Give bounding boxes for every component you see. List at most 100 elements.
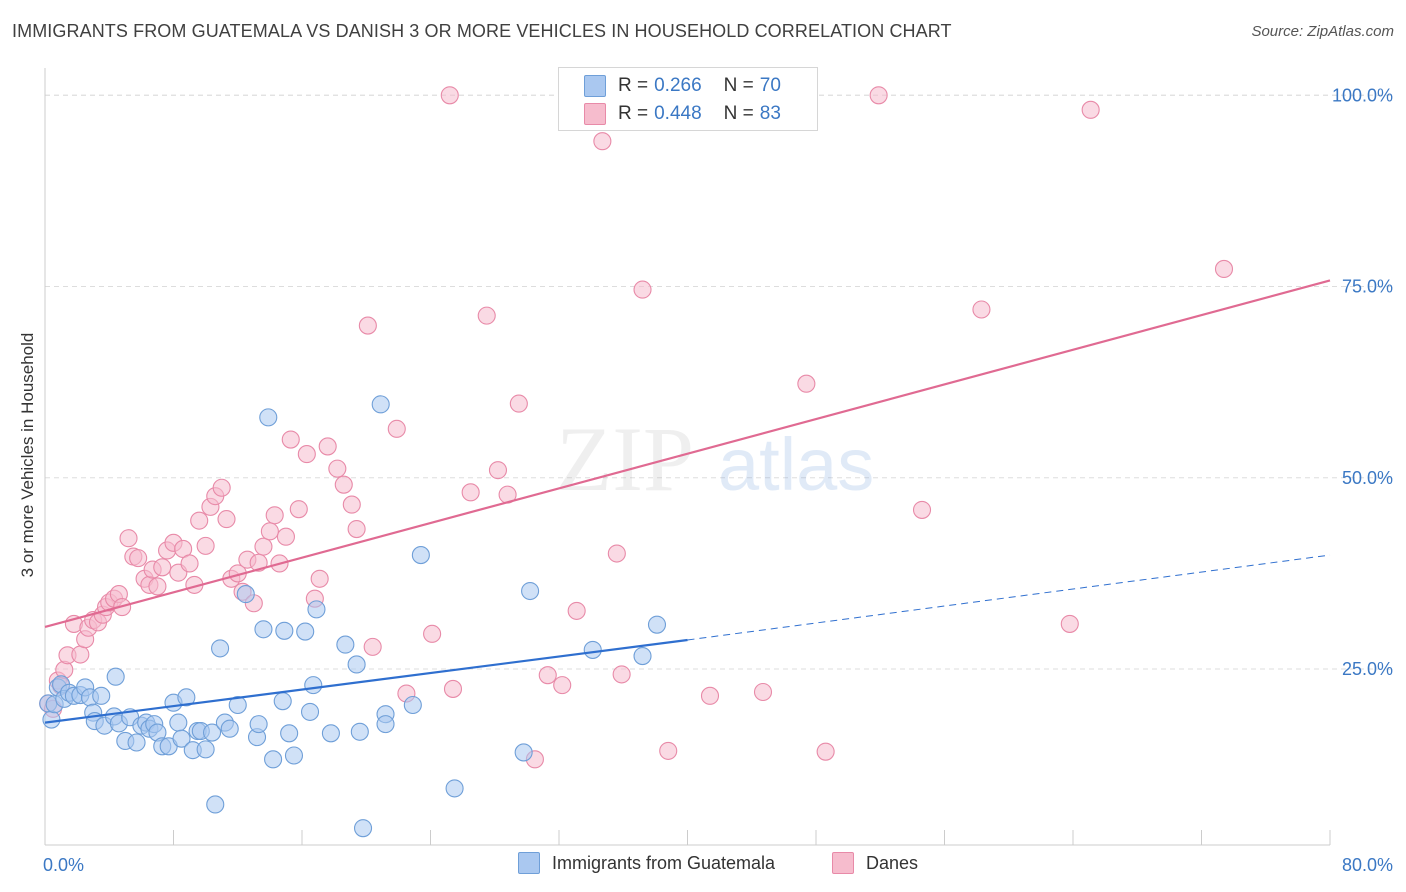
data-point (461, 483, 480, 502)
data-point (236, 585, 255, 604)
data-point (423, 624, 442, 643)
y-tick-label: 25.0% (1342, 659, 1393, 679)
data-point (376, 715, 395, 734)
data-point (220, 719, 239, 738)
data-point (342, 495, 361, 514)
data-point (972, 300, 991, 319)
data-point (753, 682, 773, 702)
data-point (334, 475, 353, 494)
data-point (521, 581, 540, 601)
data-point (318, 437, 337, 456)
legend-n-label: N = (723, 75, 754, 96)
data-point (363, 637, 382, 656)
data-point (912, 500, 932, 519)
y-tick-label: 75.0% (1342, 277, 1393, 297)
data-point (310, 569, 329, 588)
data-point (196, 536, 215, 555)
data-point (180, 554, 199, 573)
data-point (260, 522, 279, 541)
data-point (477, 306, 496, 325)
data-point (336, 635, 355, 654)
data-point (296, 622, 315, 641)
legend-item-guatemala: Immigrants from Guatemala (518, 852, 775, 874)
data-point (217, 510, 236, 529)
data-point (127, 733, 146, 752)
legend-row-guatemala: R = 0.266 N = 70 (584, 72, 781, 100)
data-point (583, 640, 602, 659)
data-point (254, 537, 273, 556)
legend-row-danes: R = 0.448 N = 83 (584, 100, 781, 128)
data-point (633, 280, 652, 299)
data-point (488, 461, 508, 480)
data-point (538, 666, 557, 685)
legend-r-value: 0.448 (654, 103, 702, 124)
legend-r-value: 0.266 (654, 75, 702, 96)
data-point (403, 695, 422, 715)
data-point (148, 577, 167, 596)
data-point (281, 430, 300, 449)
data-point (106, 667, 125, 686)
data-point (212, 478, 231, 497)
data-point (42, 710, 61, 729)
data-point (633, 646, 652, 666)
data-point (119, 529, 138, 548)
trend-line-guatemala (44, 638, 688, 724)
data-point (203, 723, 222, 742)
trend-lines (44, 279, 1331, 724)
data-point (228, 695, 247, 715)
data-point (259, 408, 278, 427)
data-point (387, 419, 406, 438)
legend-swatch-danes (584, 103, 606, 125)
data-point (350, 722, 369, 741)
stats-legend: R = 0.266 N = 70 R = 0.448 N = 83 (558, 67, 818, 131)
data-point (307, 600, 326, 619)
data-point (869, 86, 888, 105)
data-point (172, 729, 191, 748)
trend-line-guatemala-extension (687, 554, 1331, 641)
data-point (411, 546, 430, 565)
watermark-atlas: atlas (718, 423, 874, 506)
data-point (129, 549, 148, 568)
data-point (275, 621, 294, 640)
data-point (353, 819, 373, 838)
data-point (593, 132, 612, 151)
data-point (300, 702, 320, 721)
source-label: Source: ZipAtlas.com (1251, 23, 1394, 40)
legend-n-value: 83 (759, 103, 781, 124)
data-point (797, 374, 816, 393)
legend-n-label: N = (723, 103, 754, 124)
series-legend: Immigrants from Guatemala Danes (0, 850, 1406, 878)
data-point (92, 686, 111, 705)
legend-label-guatemala: Immigrants from Guatemala (552, 852, 776, 873)
legend-swatch-guatemala (584, 75, 606, 97)
data-point (265, 506, 284, 525)
data-point (1081, 100, 1100, 119)
data-point (1060, 614, 1079, 633)
data-point (206, 795, 225, 814)
data-point (190, 511, 209, 530)
data-point (567, 601, 586, 620)
data-point (647, 615, 667, 634)
data-point (347, 655, 366, 674)
data-point (514, 743, 533, 762)
y-tick-label: 50.0% (1342, 468, 1393, 488)
data-point (816, 742, 835, 761)
data-point (153, 558, 172, 577)
x-tick-label: 0.0% (43, 855, 84, 875)
data-point (347, 520, 366, 539)
data-point (700, 686, 720, 705)
data-point (371, 395, 390, 414)
legend-r-label: R = (618, 103, 649, 124)
gridlines (45, 94, 1392, 670)
data-point (177, 688, 196, 707)
data-point (249, 715, 268, 734)
legend-n-value: 70 (759, 75, 781, 96)
legend-swatch-danes (832, 852, 854, 874)
data-point (443, 679, 463, 698)
data-point (659, 741, 678, 760)
legend-swatch-guatemala (518, 852, 540, 874)
chart-title: IMMIGRANTS FROM GUATEMALA VS DANISH 3 OR… (12, 21, 952, 41)
tick-labels: 25.0% 50.0% 75.0% 100.0% 0.0% 80.0% (43, 85, 1393, 875)
data-point (297, 445, 316, 464)
